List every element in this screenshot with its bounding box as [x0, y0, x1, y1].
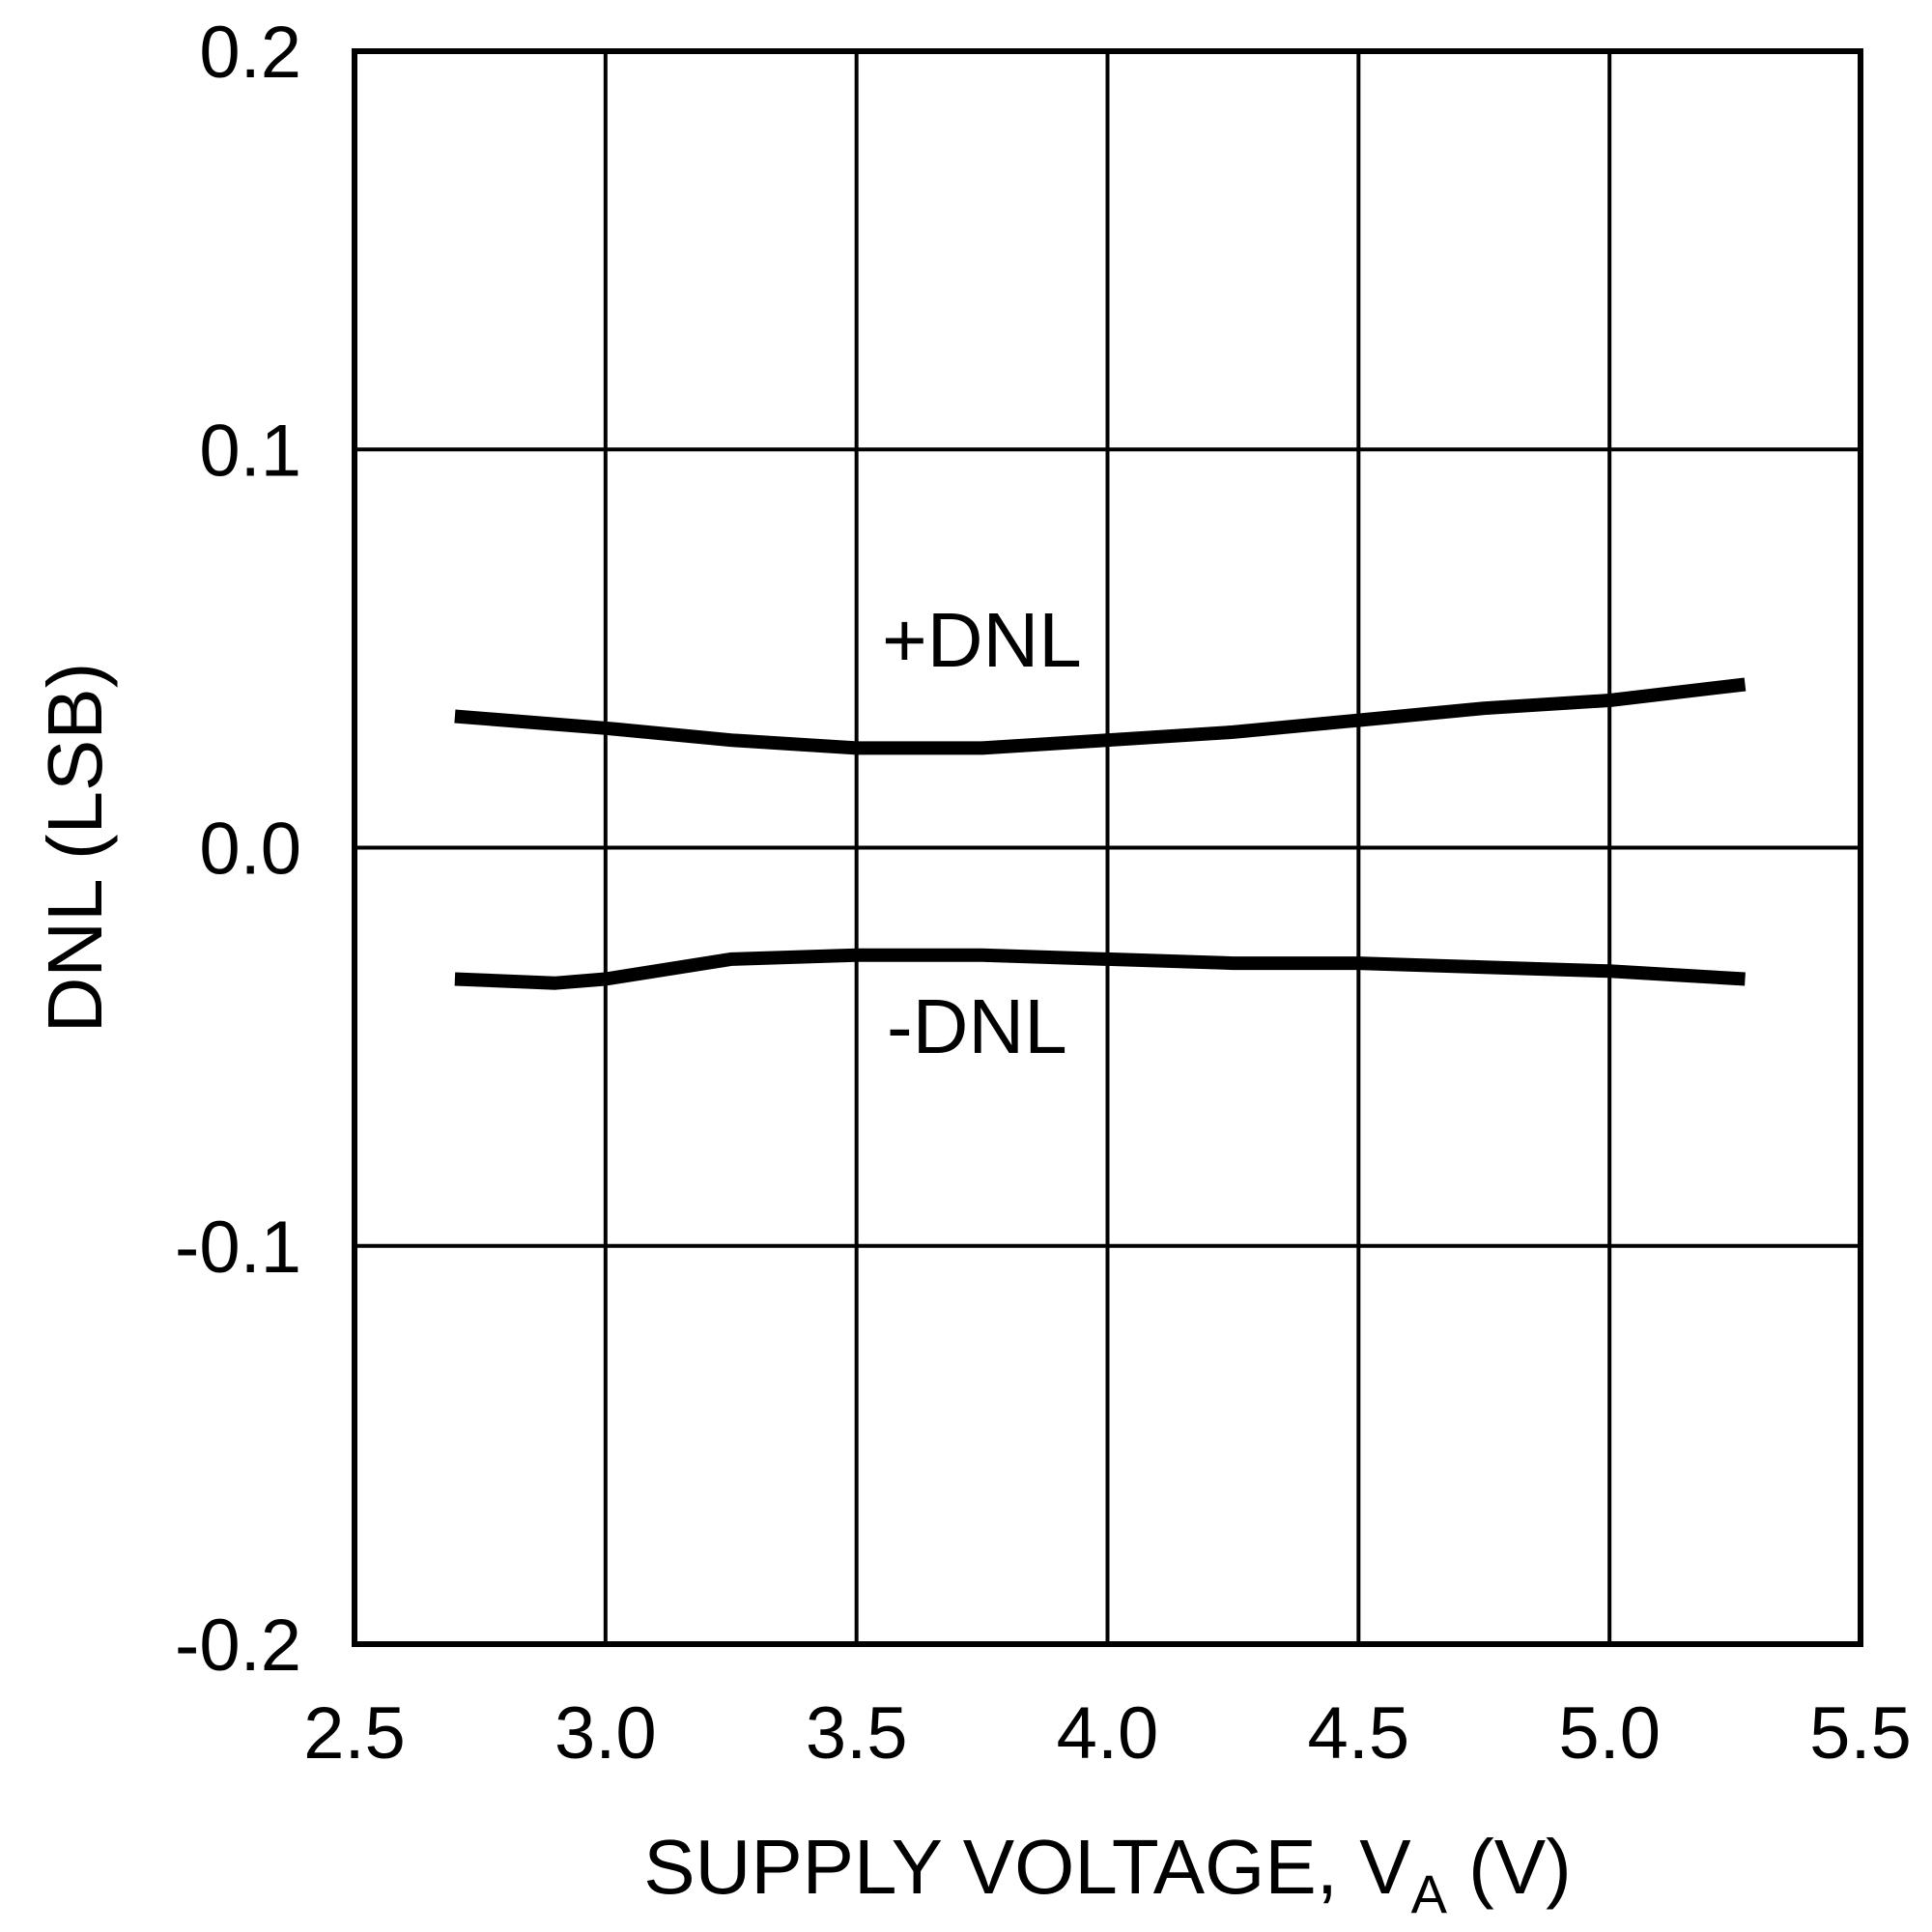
series-labels: +DNL -DNL — [882, 597, 1082, 1069]
x-tick-label: 5.0 — [1558, 1692, 1661, 1775]
y-tick-label: 0.0 — [199, 809, 301, 891]
grid-lines — [355, 51, 1861, 1644]
y-axis-label: DNL (LSB) — [32, 663, 118, 1034]
y-tick-label: 0.1 — [199, 410, 301, 492]
series-label-backgrounds — [874, 594, 1101, 1087]
plus-dnl-series-line — [454, 677, 1747, 755]
plus-dnl-series-label: +DNL — [882, 597, 1082, 683]
x-tick-label: 3.0 — [554, 1692, 657, 1775]
x-tick-label: 4.0 — [1057, 1692, 1159, 1775]
plot-frame — [352, 48, 1863, 1647]
x-tick-label: 4.5 — [1308, 1692, 1410, 1775]
y-tick-label: -0.1 — [175, 1207, 301, 1289]
y-tick-label: 0.2 — [199, 12, 301, 94]
minus-dnl-series-label: -DNL — [887, 983, 1067, 1069]
x-axis-label-unit: (V) — [1447, 1824, 1572, 1910]
minus-dnl-series-line — [454, 948, 1746, 990]
plus-dnl-label-background — [874, 594, 1101, 700]
x-tick-label: 5.5 — [1809, 1692, 1912, 1775]
minus-dnl-label-background — [874, 980, 1101, 1087]
plot-border — [352, 48, 1863, 1647]
x-tick-label: 3.5 — [806, 1692, 908, 1775]
x-axis-label-main: SUPPLY VOLTAGE, V — [643, 1824, 1411, 1910]
y-tick-label: -0.2 — [175, 1605, 301, 1687]
tick-labels: 2.5 3.0 3.5 4.0 4.5 5.0 5.5 0.2 0.1 0.0 -0.1 -0.2 — [175, 12, 1912, 1775]
x-tick-label: 2.5 — [303, 1692, 406, 1775]
x-axis-label-subscript: A — [1411, 1863, 1448, 1924]
x-axis-label: SUPPLY VOLTAGE, VA (V) — [643, 1824, 1572, 1924]
series-lines — [454, 677, 1747, 990]
